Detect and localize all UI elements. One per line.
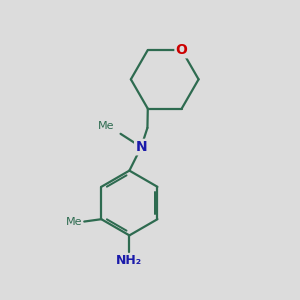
Text: Me: Me bbox=[66, 217, 83, 226]
Text: Me: Me bbox=[98, 122, 114, 131]
Text: NH₂: NH₂ bbox=[116, 254, 142, 267]
Text: O: O bbox=[176, 43, 188, 57]
Text: N: N bbox=[135, 140, 147, 154]
